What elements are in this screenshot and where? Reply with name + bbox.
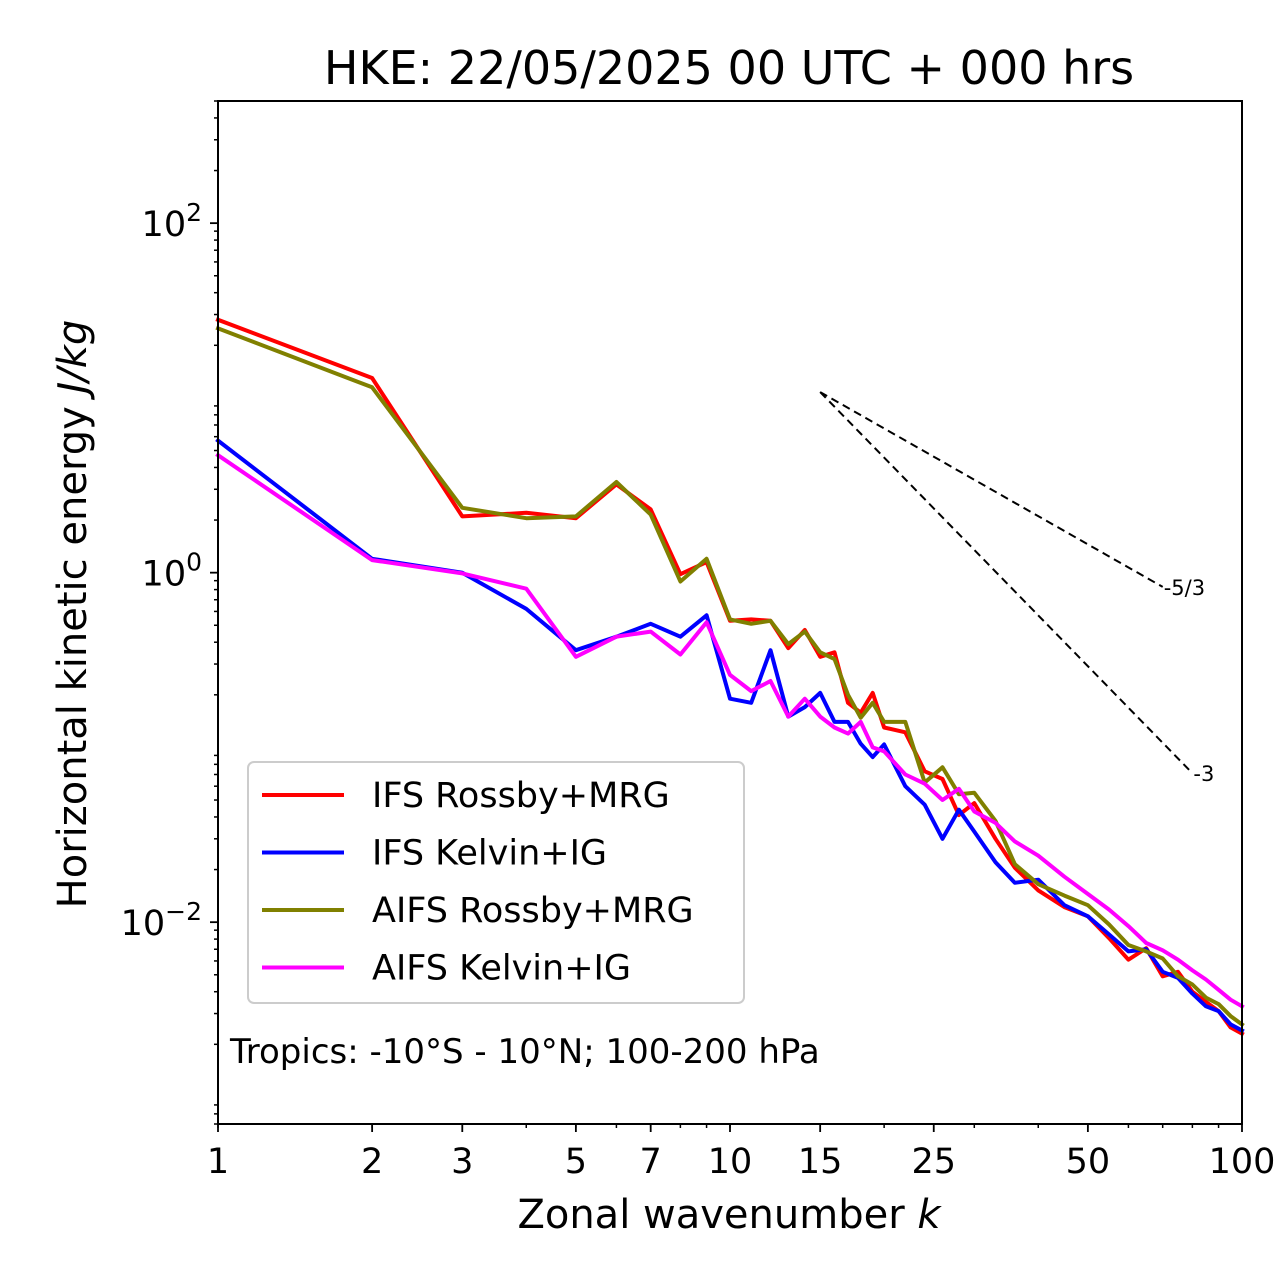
x-axis-label-text: Zonal wavenumber [517, 1192, 905, 1238]
series-line-3 [215, 452, 1245, 1010]
y-axis-label-unit: J/kg [50, 320, 96, 401]
x-tick-label: 3 [451, 1142, 473, 1182]
legend-box [247, 761, 745, 1004]
legend-label-1: IFS Kelvin+IG [372, 834, 607, 874]
x-axis-label: Zonal wavenumber k [517, 1192, 942, 1238]
y-tick-label: 100 [142, 548, 202, 595]
x-tick-label: 100 [1209, 1142, 1276, 1182]
y-axis-label-text: Horizontal kinetic energy [50, 406, 96, 908]
region-annotation: Tropics: -10°S - 10°N; 100-200 hPa [229, 1032, 820, 1072]
reference-slopes: -5/3 -3 [819, 391, 1214, 786]
axis-ticks: 1 2 3 5 7 10 15 25 50 100 102 100 10−2 [121, 100, 1276, 1182]
series-line-2 [215, 325, 1245, 1028]
svg-text:Zonal wavenumber k: Zonal wavenumber k [517, 1192, 942, 1238]
legend-label-2: AIFS Rossby+MRG [372, 891, 694, 931]
svg-text:Horizontal kinetic energy J/kg: Horizontal kinetic energy J/kg [50, 320, 96, 909]
legend: IFS Rossby+MRG IFS Kelvin+IG AIFS Rossby+M… [247, 761, 745, 1004]
y-axis-label: Horizontal kinetic energy J/kg [50, 320, 96, 909]
slope-label-1: -3 [1193, 762, 1214, 786]
x-tick-label: 50 [1066, 1142, 1111, 1182]
y-tick-label: 10−2 [121, 897, 202, 944]
y-tick-label: 102 [142, 198, 202, 245]
x-axis-label-var: k [917, 1192, 942, 1238]
series-layer [215, 317, 1245, 1037]
x-tick-label: 15 [798, 1142, 843, 1182]
chart-title: HKE: 22/05/2025 00 UTC + 000 hrs [324, 41, 1134, 95]
x-tick-label: 10 [708, 1142, 753, 1182]
x-tick-label: 1 [207, 1142, 229, 1182]
legend-label-3: AIFS Kelvin+IG [372, 949, 631, 989]
x-tick-label: 5 [565, 1142, 587, 1182]
slope-label-0: -5/3 [1164, 576, 1205, 600]
x-tick-label: 2 [361, 1142, 383, 1182]
legend-label-0: IFS Rossby+MRG [372, 776, 670, 816]
slope-line-1 [819, 391, 1194, 774]
x-tick-label: 7 [640, 1142, 662, 1182]
slope-line-0 [819, 391, 1164, 588]
x-tick-label: 25 [911, 1142, 956, 1182]
